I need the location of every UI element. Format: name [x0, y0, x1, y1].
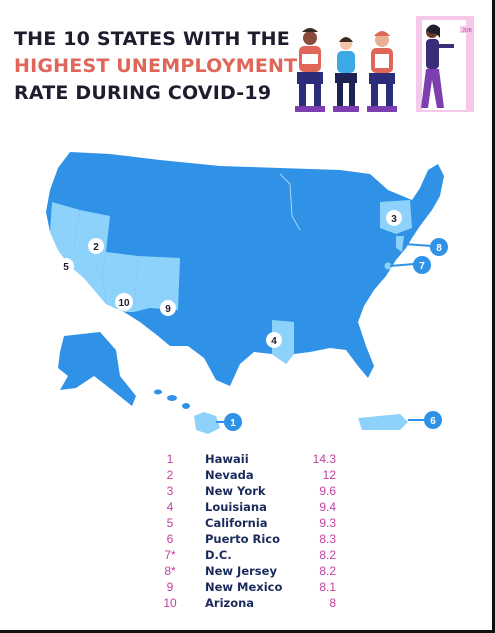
state-name: Louisiana: [205, 500, 267, 514]
territory-puerto-rico: [358, 414, 408, 430]
marker-california: 5: [58, 258, 74, 274]
rank-label: 4: [166, 500, 174, 514]
list-item: 10 Arizona 8: [0, 596, 495, 612]
state-name: New Jersey: [205, 564, 277, 578]
page-title: THE 10 STATES WITH THE HIGHEST UNEMPLOYM…: [14, 26, 298, 107]
state-alaska: [58, 332, 136, 406]
svg-text:9: 9: [165, 304, 171, 315]
rank-label: 9: [166, 580, 174, 594]
person-seated-3: [367, 31, 397, 112]
state-name: Hawaii: [205, 452, 249, 466]
marker-arizona: 10: [115, 293, 133, 311]
unemployment-rate: 14.3: [312, 452, 336, 466]
marker-louisiana: 4: [266, 332, 282, 348]
unemployment-rate: 8: [329, 596, 336, 610]
list-item: 8* New Jersey 8.2: [0, 564, 495, 580]
state-new-jersey: [396, 236, 404, 252]
marker-new-jersey: 8: [430, 238, 448, 256]
list-item: 4 Louisiana 9.4: [0, 500, 495, 516]
list-item: 9 New Mexico 8.1: [0, 580, 495, 596]
state-hawaii: [154, 389, 220, 434]
state-name: New Mexico: [205, 580, 283, 594]
state-name: Nevada: [205, 468, 254, 482]
title-line-1: THE 10 STATES WITH THE: [14, 28, 290, 50]
rank-label: 7*: [164, 548, 176, 562]
person-walking: [421, 24, 454, 108]
unemployment-rate: 8.2: [319, 548, 336, 562]
state-name: D.C.: [205, 548, 232, 562]
marker-puerto-rico: 6: [424, 411, 442, 429]
state-name: Arizona: [205, 596, 255, 610]
title-line-2: HIGHEST UNEMPLOYMENT: [14, 55, 298, 77]
svg-text:4: 4: [271, 336, 277, 347]
svg-text:6: 6: [430, 416, 436, 427]
marker-nevada: 2: [88, 238, 104, 254]
state-new-mexico: [134, 256, 180, 312]
person-seated-2: [333, 37, 359, 112]
rank-label: 3: [166, 484, 174, 498]
svg-text:1: 1: [230, 418, 236, 429]
svg-text:3: 3: [391, 214, 397, 225]
rank-label: 2: [166, 468, 174, 482]
marker-dc: 7: [413, 256, 431, 274]
list-item: 5 California 9.3: [0, 516, 495, 532]
job-seekers-illustration: JOB: [295, 16, 474, 112]
svg-text:5: 5: [63, 262, 69, 273]
marker-new-york: 3: [386, 210, 402, 226]
unemployment-rate: 9.3: [319, 516, 336, 530]
unemployment-rate: 8.2: [319, 564, 336, 578]
us-mainland: [46, 152, 444, 386]
rank-label: 8*: [164, 564, 176, 578]
title-line-3: RATE DURING COVID-19: [14, 82, 272, 104]
unemployment-rate: 9.6: [319, 484, 336, 498]
state-louisiana: [272, 320, 294, 364]
person-seated-1: [295, 28, 325, 112]
list-item: 2 Nevada 12: [0, 468, 495, 484]
door-sign: JOB: [462, 28, 472, 34]
state-california: [50, 202, 106, 304]
svg-text:7: 7: [419, 261, 425, 272]
unemployment-rate: 8.3: [319, 532, 336, 546]
list-item: 3 New York 9.6: [0, 484, 495, 500]
rank-label: 5: [166, 516, 174, 530]
rank-label: 1: [166, 452, 174, 466]
state-name: California: [205, 516, 268, 530]
svg-text:10: 10: [118, 298, 130, 309]
unemployment-rate: 8.1: [319, 580, 336, 594]
svg-text:8: 8: [436, 243, 442, 254]
list-item: 6 Puerto Rico 8.3: [0, 532, 495, 548]
unemployment-rate: 9.4: [319, 500, 336, 514]
list-item: 7* D.C. 8.2: [0, 548, 495, 564]
unemployment-rate: 12: [322, 468, 336, 482]
state-name: New York: [205, 484, 266, 498]
state-name: Puerto Rico: [205, 532, 281, 546]
marker-hawaii: 1: [224, 413, 242, 431]
district-dc: [384, 262, 392, 270]
rank-label: 6: [166, 532, 174, 546]
list-item: 1 Hawaii 14.3: [0, 452, 495, 468]
rank-label: 10: [163, 596, 177, 610]
marker-new-mexico: 9: [160, 300, 176, 316]
us-map: 1 2 3 4 5 6 7 8: [46, 152, 448, 434]
svg-text:2: 2: [93, 242, 99, 253]
